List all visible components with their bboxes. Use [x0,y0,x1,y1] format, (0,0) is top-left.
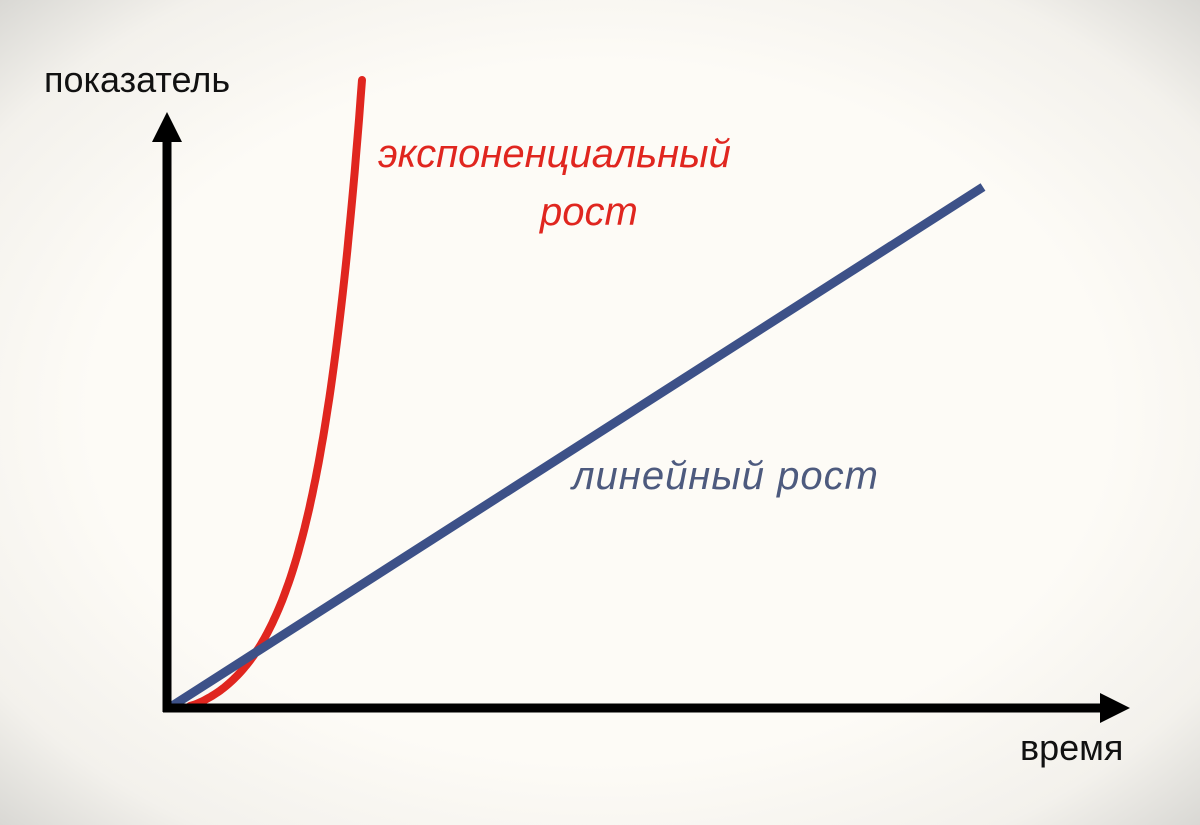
exponential-series-line [186,76,366,710]
y-axis-label: показатель [44,59,231,100]
x-axis-label: время [1020,727,1124,768]
exponential-series-label-line2: рост [540,190,638,234]
y-axis-arrow-icon [152,112,182,142]
exponential-series-label: экспоненциальный [378,132,731,176]
linear-series-line [169,183,986,710]
linear-series-label: линейный рост [572,454,879,498]
x-axis-arrow-icon [1100,693,1130,723]
